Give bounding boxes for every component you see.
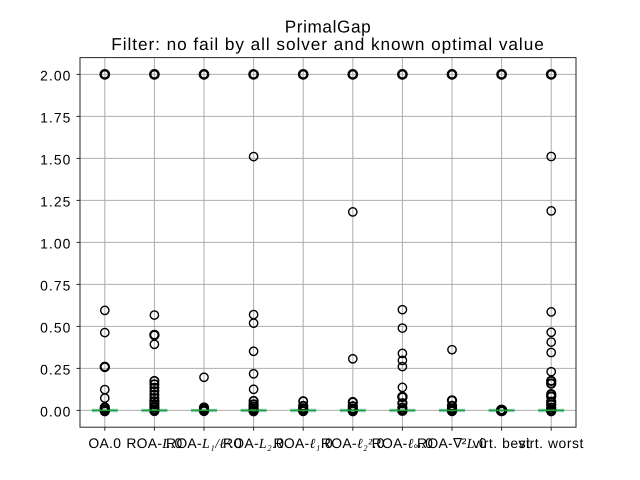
- svg-text:0.25: 0.25: [40, 361, 71, 377]
- svg-text:Filter: no fail by all solver: Filter: no fail by all solver and known …: [111, 34, 544, 54]
- svg-text:1.00: 1.00: [40, 235, 71, 251]
- svg-text:PrimalGap: PrimalGap: [285, 17, 372, 37]
- svg-text:1.75: 1.75: [40, 109, 71, 125]
- svg-text:1.25: 1.25: [40, 193, 71, 209]
- svg-text:1.50: 1.50: [40, 151, 71, 167]
- svg-text:2.00: 2.00: [40, 67, 71, 83]
- svg-text:0.00: 0.00: [40, 403, 71, 419]
- svg-text:0.50: 0.50: [40, 319, 71, 335]
- svg-text:0.75: 0.75: [40, 277, 71, 293]
